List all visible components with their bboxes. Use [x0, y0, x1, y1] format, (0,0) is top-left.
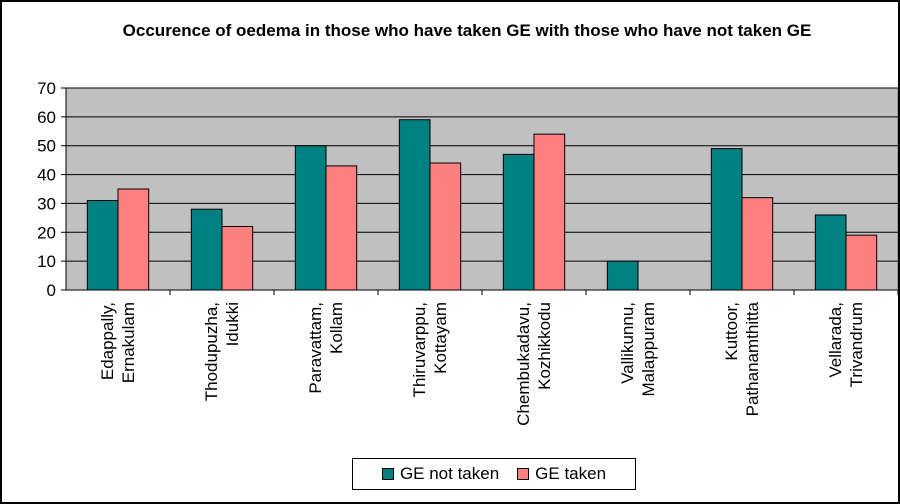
bar-ge-not-taken-3: [398, 119, 431, 291]
y-tick-label-70: 70: [37, 79, 56, 98]
y-tick-label-60: 60: [37, 108, 56, 127]
y-tick-label-0: 0: [47, 281, 56, 300]
bar-ge-not-taken-2: [294, 145, 327, 291]
y-tick-label-20: 20: [37, 223, 56, 242]
x-tick-label-5: Vallikunnu, Malappuram: [618, 302, 658, 397]
bar-ge-not-taken-5: [606, 260, 639, 291]
plot-area: [65, 87, 898, 291]
bar-ge-taken-3: [429, 162, 462, 291]
bar-ge-not-taken-4: [502, 153, 535, 291]
y-tick-label-30: 30: [37, 194, 56, 213]
bar-ge-taken-4: [533, 133, 566, 291]
x-tick-label-3: Thiruvarppu, Kottayam: [410, 302, 450, 397]
y-tick-label-50: 50: [37, 137, 56, 156]
legend-label-ge-taken: GE taken: [535, 464, 607, 483]
legend-entry-ge-not-taken: GE not taken: [381, 464, 500, 484]
legend-label-ge-not-taken: GE not taken: [399, 464, 500, 483]
x-tick-label-1: Thodupuzha, Idukki: [202, 302, 242, 401]
legend-swatch-ge-not-taken: [381, 468, 394, 480]
bar-ge-not-taken-0: [86, 200, 119, 291]
legend-entry-ge-taken: GE taken: [517, 464, 606, 484]
x-tick-label-2: Paravattam, Kollam: [306, 302, 346, 394]
bar-ge-taken-7: [845, 234, 878, 291]
x-tick-label-7: Vellarada, Trivandrum: [826, 302, 866, 387]
bar-ge-taken-6: [741, 197, 774, 291]
x-tick-label-0: Edappally, Ernakulam: [98, 302, 138, 383]
chart-title: Occurence of oedema in those who have ta…: [122, 21, 812, 40]
bar-ge-taken-1: [221, 226, 254, 291]
bar-ge-not-taken-7: [814, 214, 847, 291]
bar-ge-not-taken-1: [190, 208, 223, 291]
legend: GE not taken GE taken: [352, 458, 636, 490]
y-tick-label-10: 10: [37, 252, 56, 271]
x-tick-label-6: Kuttoor, Pathanamthitta: [722, 301, 762, 416]
bar-ge-not-taken-6: [710, 148, 743, 291]
bar-ge-taken-2: [325, 165, 358, 291]
y-tick-label-40: 40: [37, 166, 56, 185]
bar-ge-taken-0: [117, 188, 150, 291]
x-tick-label-4: Chembukadavu, Kozhikkodu: [514, 302, 554, 426]
legend-swatch-ge-taken: [517, 468, 530, 480]
